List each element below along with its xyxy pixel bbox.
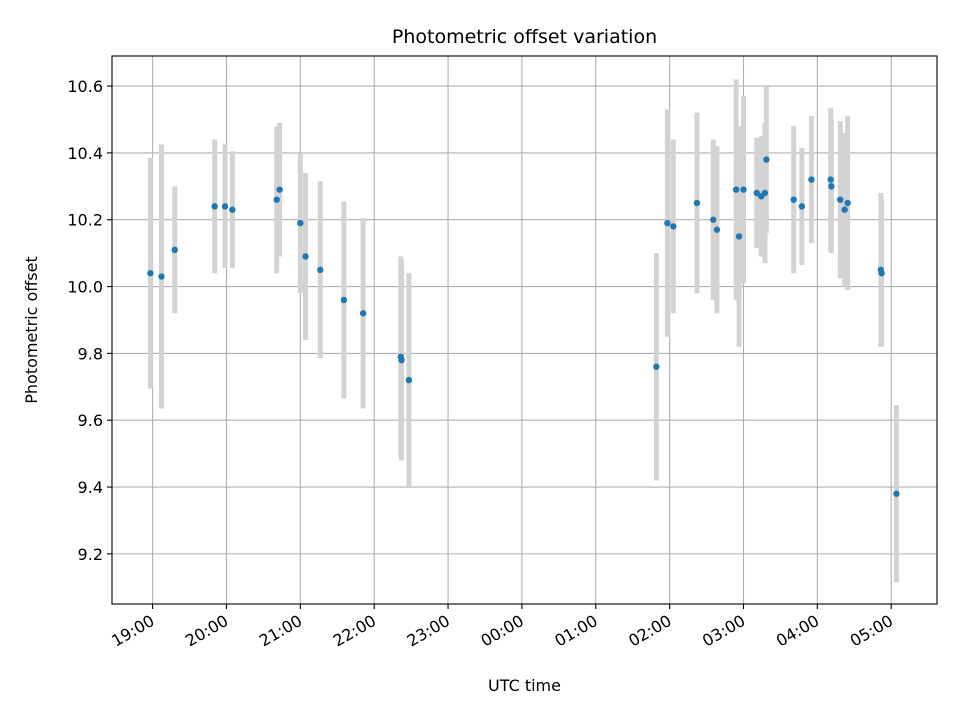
grid-lines bbox=[112, 56, 937, 604]
data-point bbox=[670, 223, 677, 230]
data-point bbox=[753, 189, 760, 197]
data-point bbox=[798, 203, 806, 210]
data-point bbox=[828, 183, 835, 190]
x-tick-label: 03:00 bbox=[699, 611, 748, 651]
data-point bbox=[761, 189, 769, 197]
data-point bbox=[837, 196, 844, 203]
x-axis-label: UTC time bbox=[488, 676, 561, 695]
x-tick-label: 04:00 bbox=[773, 611, 822, 651]
data-point bbox=[340, 296, 348, 304]
data-point bbox=[827, 176, 834, 183]
y-tick-label: 10.0 bbox=[67, 278, 103, 297]
data-point bbox=[273, 196, 280, 203]
y-tick-label: 9.6 bbox=[78, 411, 103, 430]
y-tick-label: 10.4 bbox=[67, 144, 103, 163]
x-tick-label: 22:00 bbox=[330, 611, 379, 651]
y-axis-label: Photometric offset bbox=[22, 256, 41, 404]
x-tick-label: 01:00 bbox=[551, 611, 600, 651]
x-tick-label: 02:00 bbox=[625, 611, 674, 651]
data-point bbox=[735, 233, 743, 240]
data-point bbox=[211, 203, 218, 210]
data-point bbox=[740, 186, 747, 193]
data-point bbox=[398, 356, 405, 364]
x-tick-label: 00:00 bbox=[477, 611, 526, 651]
data-point bbox=[713, 226, 721, 233]
y-tick-label: 9.8 bbox=[78, 344, 103, 363]
data-point bbox=[664, 219, 671, 227]
y-tick-label: 10.2 bbox=[67, 211, 103, 230]
y-tick-label: 9.4 bbox=[78, 478, 103, 497]
error-bars bbox=[147, 79, 899, 583]
chart-title: Photometric offset variation bbox=[392, 26, 657, 48]
data-point bbox=[229, 206, 236, 213]
data-point bbox=[710, 216, 717, 223]
data-point bbox=[763, 156, 770, 163]
data-point bbox=[297, 219, 304, 227]
data-point bbox=[405, 376, 413, 384]
data-point bbox=[158, 273, 165, 280]
x-tick-label: 19:00 bbox=[108, 611, 157, 651]
x-tick-label: 21:00 bbox=[256, 611, 305, 651]
data-point bbox=[693, 199, 701, 207]
data-point bbox=[171, 246, 178, 254]
plot-frame bbox=[111, 55, 938, 605]
data-point bbox=[790, 196, 797, 203]
data-point bbox=[844, 199, 851, 207]
x-tick-label: 05:00 bbox=[847, 611, 896, 651]
x-axis-ticks: 19:00 20:00 21:00 22:00 23:00 00:00 01:00 02:00… bbox=[108, 604, 896, 651]
data-point bbox=[841, 206, 848, 213]
data-point bbox=[893, 490, 900, 497]
x-tick-label: 20:00 bbox=[182, 611, 231, 651]
data-point bbox=[878, 269, 885, 277]
data-point bbox=[147, 269, 154, 277]
data-point bbox=[317, 266, 324, 274]
data-point bbox=[653, 363, 660, 370]
x-tick-label: 23:00 bbox=[404, 611, 453, 651]
y-tick-label: 9.2 bbox=[78, 545, 103, 564]
data-point bbox=[276, 186, 283, 193]
data-point bbox=[302, 253, 309, 260]
y-axis-ticks: 9.2 9.4 9.6 9.8 10.0 10.2 10.4 10.6 bbox=[67, 77, 112, 564]
data-point bbox=[808, 176, 815, 183]
data-points bbox=[147, 156, 900, 497]
data-point bbox=[359, 310, 367, 317]
data-point bbox=[732, 186, 740, 193]
y-tick-label: 10.6 bbox=[67, 77, 103, 96]
data-point bbox=[221, 203, 229, 210]
